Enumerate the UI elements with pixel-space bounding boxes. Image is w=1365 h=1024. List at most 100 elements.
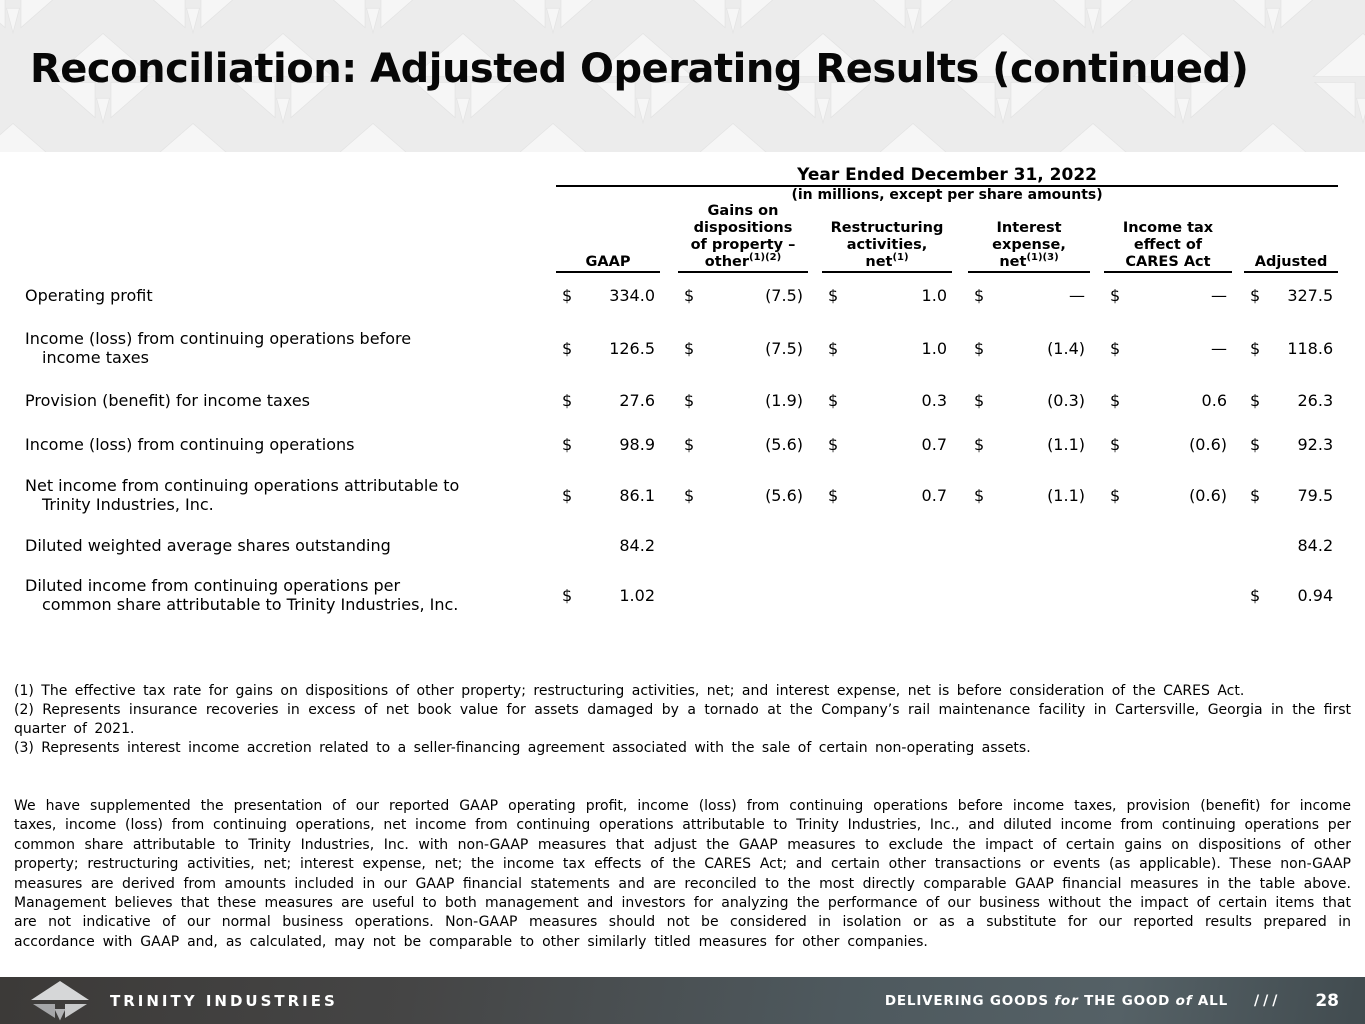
table-row: Income (loss) from continuing operations… <box>25 318 1338 378</box>
value-cell <box>1104 524 1232 566</box>
column-header-gains-on-dispositions: Gains on dispositions of property – othe… <box>678 203 808 273</box>
column-gap <box>808 318 822 378</box>
column-header-restructuring: Restructuring activities, net(1) <box>822 203 952 273</box>
period-header-row: Year Ended December 31, 2022 <box>25 160 1339 187</box>
footnote-2: (2) Represents insurance recoveries in e… <box>14 702 1351 737</box>
column-gap <box>952 524 968 566</box>
column-gap <box>1232 318 1244 378</box>
column-gap <box>1090 318 1104 378</box>
column-gap <box>952 566 968 624</box>
value-cell: 84.2 <box>619 535 655 555</box>
column-gap <box>1232 524 1244 566</box>
column-gap <box>1090 272 1104 318</box>
table-row: Diluted weighted average shares outstand… <box>25 524 1338 566</box>
column-gap <box>660 318 678 378</box>
column-gap <box>1232 422 1244 466</box>
value-cell: $ (1.1) <box>974 434 1085 454</box>
column-gap <box>808 272 822 318</box>
table-row: Diluted income from continuing operation… <box>25 566 1338 624</box>
column-gap <box>808 466 822 524</box>
table-row: Income (loss) from continuing operations… <box>25 422 1338 466</box>
value-cell <box>1104 566 1232 624</box>
column-gap <box>1090 378 1104 422</box>
column-gap <box>1232 566 1244 624</box>
value-cell: $ (1.9) <box>684 390 803 410</box>
column-gap <box>660 422 678 466</box>
non-gaap-explanation: We have supplemented the presentation of… <box>14 798 1351 950</box>
row-label: Diluted income from continuing operation… <box>25 576 459 614</box>
reconciliation-table: Year Ended December 31, 2022 (in million… <box>25 160 1339 624</box>
value-cell: $0.7 <box>828 434 947 454</box>
column-gap <box>1090 422 1104 466</box>
value-cell <box>968 524 1090 566</box>
value-cell: $1.02 <box>562 585 655 605</box>
value-cell: $ (1.1) <box>974 485 1085 505</box>
brand-name: TRINITY INDUSTRIES <box>110 991 338 1010</box>
column-gap <box>808 524 822 566</box>
column-gap <box>952 318 968 378</box>
footnote-3: (3) Represents interest income accretion… <box>14 740 1031 756</box>
value-cell: $ (1.4) <box>974 338 1085 358</box>
value-cell: $ (5.6) <box>684 434 803 454</box>
column-gap <box>952 378 968 422</box>
row-label: Provision (benefit) for income taxes <box>25 390 311 410</box>
value-cell: $ (5.6) <box>684 485 803 505</box>
value-cell <box>822 524 952 566</box>
value-cell: $1.0 <box>828 338 947 358</box>
value-cell: 84.2 <box>1297 535 1334 555</box>
row-label: Net income from continuing operations at… <box>25 476 460 514</box>
footnotes: (1) The effective tax rate for gains on … <box>14 682 1351 758</box>
footnote-1: (1) The effective tax rate for gains on … <box>14 683 1245 699</box>
column-gap <box>1090 466 1104 524</box>
value-cell: $ (0.3) <box>974 390 1085 410</box>
table-row: Operating profit $334.0 $ (7.5) $1.0 $ — $ — $327… <box>25 272 1338 318</box>
value-cell: $ (0.6) <box>1110 485 1227 505</box>
column-gap <box>1090 566 1104 624</box>
value-cell: $26.3 <box>1250 390 1334 410</box>
value-cell <box>822 566 952 624</box>
units-note-row: (in millions, except per share amounts) <box>25 186 1338 203</box>
header-band: Reconciliation: Adjusted Operating Resul… <box>0 0 1365 152</box>
value-cell: $ — <box>1110 286 1227 305</box>
column-header-income-tax-effect: Income tax effect of CARES Act <box>1104 203 1232 273</box>
column-gap <box>660 524 678 566</box>
value-cell: $79.5 <box>1250 485 1334 505</box>
column-gap <box>1232 378 1244 422</box>
value-cell: $ (7.5) <box>684 338 803 358</box>
column-gap <box>1232 466 1244 524</box>
value-cell: $118.6 <box>1250 338 1334 358</box>
value-cell: $27.6 <box>562 390 655 410</box>
value-cell: $ (7.5) <box>684 286 803 305</box>
column-header-adjusted: Adjusted <box>1244 203 1339 273</box>
footer-bar: TRINITY INDUSTRIES DELIVERING GOODS for … <box>0 977 1365 1024</box>
value-cell: $ — <box>974 286 1085 305</box>
column-gap <box>808 422 822 466</box>
units-note: (in millions, except per share amounts) <box>791 187 1103 203</box>
value-cell: $1.0 <box>828 286 947 305</box>
column-gap <box>660 466 678 524</box>
value-cell: $92.3 <box>1250 434 1334 454</box>
value-cell: $0.6 <box>1110 390 1227 410</box>
column-gap <box>952 466 968 524</box>
page-number: 28 <box>1315 990 1339 1011</box>
column-gap <box>808 378 822 422</box>
column-gap <box>1090 524 1104 566</box>
value-cell: $327.5 <box>1250 286 1334 305</box>
value-cell: $334.0 <box>562 286 655 305</box>
column-gap <box>952 272 968 318</box>
column-gap <box>952 422 968 466</box>
value-cell: $ (0.6) <box>1110 434 1227 454</box>
table-row: Net income from continuing operations at… <box>25 466 1338 524</box>
value-cell <box>678 524 808 566</box>
column-gap <box>660 566 678 624</box>
value-cell <box>678 566 808 624</box>
row-label: Diluted weighted average shares outstand… <box>25 535 391 555</box>
trinity-logo-icon <box>31 980 89 1020</box>
footer-tagline: DELIVERING GOODS for THE GOOD of ALL <box>884 992 1228 1009</box>
value-cell: $98.9 <box>562 434 655 454</box>
column-gap <box>660 272 678 318</box>
row-label: Operating profit <box>25 285 153 305</box>
column-gap <box>808 566 822 624</box>
column-gap <box>1232 272 1244 318</box>
